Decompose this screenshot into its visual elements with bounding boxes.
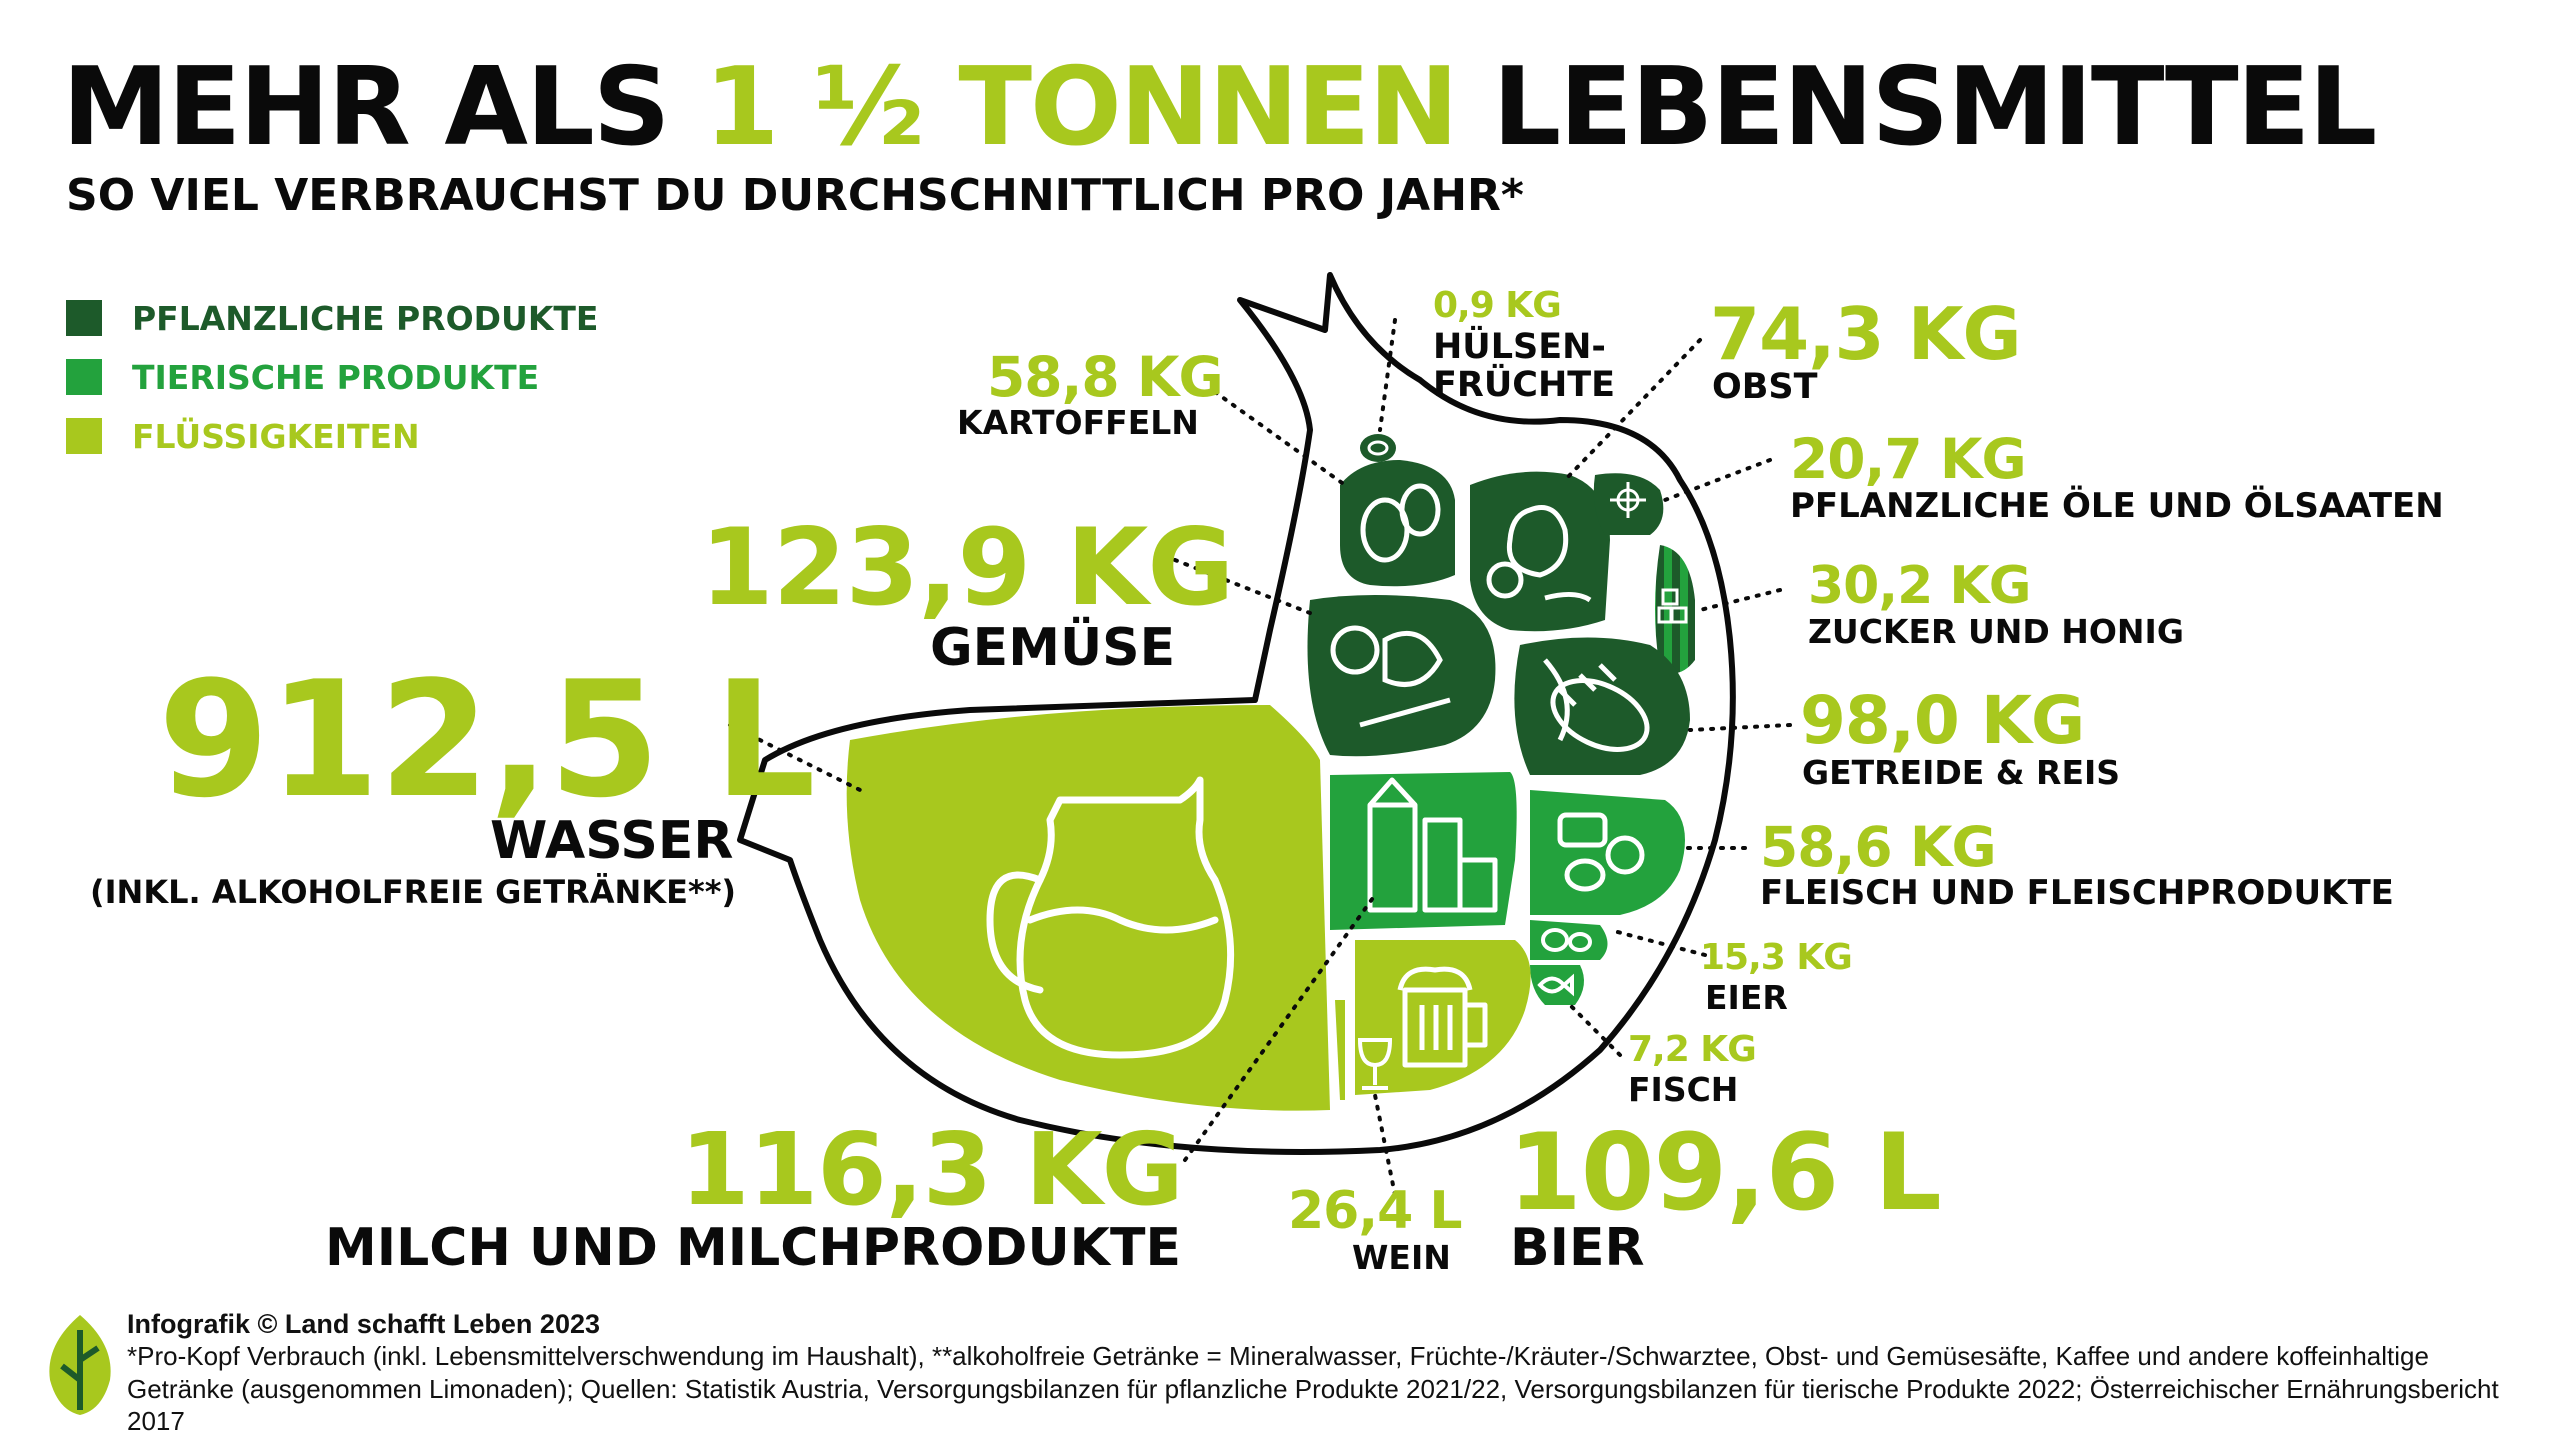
stomach-outline: [737, 272, 1736, 1155]
connector-gemuese: [1173, 558, 1317, 617]
fisch-value: 7,2 KG: [1628, 1029, 1757, 1070]
zucker-value: 30,2 KG: [1808, 556, 2031, 616]
fisch-label: FISCH: [1628, 1070, 1739, 1109]
gemuese-label: GEMÜSE: [930, 618, 1176, 678]
oele-label: PFLANZLICHE ÖLE UND ÖLSAATEN: [1790, 486, 2444, 526]
footer-credit: Infografik © Land schafft Leben 2023: [127, 1309, 600, 1339]
obst-value: 74,3 KG: [1710, 292, 2022, 376]
kartoffeln-label: KARTOFFELN: [957, 403, 1199, 442]
milch-value: 116,3 KG: [680, 1111, 1184, 1228]
legume-region: [1360, 434, 1396, 462]
bread-icon: [1543, 658, 1650, 752]
vegetable-icon: [1330, 625, 1451, 728]
wein-value: 26,4 L: [1288, 1181, 1463, 1241]
legume-icon: [1367, 440, 1389, 456]
legend: PFLANZLICHE PRODUKTE TIERISCHE PRODUKTE …: [66, 300, 598, 454]
wasser-value: 912,5 L: [158, 646, 816, 833]
fleisch-value: 58,6 KG: [1760, 815, 1997, 879]
footer-note: *Pro-Kopf Verbrauch (inkl. Lebensmittelv…: [127, 1341, 2499, 1436]
fleisch-label: FLEISCH UND FLEISCHPRODUKTE: [1760, 873, 2394, 913]
eier-label: EIER: [1705, 978, 1788, 1017]
connector-milch: [1183, 893, 1377, 1162]
fish-icon: [1537, 973, 1574, 997]
getreide-label: GETREIDE & REIS: [1802, 753, 2121, 792]
connector-huelsen: [1378, 318, 1397, 432]
wine-region: [1335, 1000, 1345, 1100]
legend-label-plant: PFLANZLICHE PRODUKTE: [132, 298, 599, 338]
legend-item-animal: TIERISCHE PRODUKTE: [66, 359, 598, 395]
connector-wein: [1373, 1093, 1397, 1197]
legend-swatch-liquid: [66, 418, 102, 454]
vegetables-region: [1307, 595, 1496, 757]
zucker-label: ZUCKER UND HONIG: [1808, 612, 2184, 651]
legend-item-liquid: FLÜSSIGKEITEN: [66, 418, 598, 454]
bier-label: BIER: [1510, 1218, 1645, 1278]
wasser-sublabel: (INKL. ALKOHOLFREIE GETRÄNKE**): [90, 873, 737, 911]
kartoffeln-value: 58,8 KG: [987, 345, 1224, 409]
legend-label-animal: TIERISCHE PRODUKTE: [132, 357, 540, 397]
bier-value: 109,6 L: [1508, 1111, 1942, 1234]
oele-value: 20,7 KG: [1790, 427, 2027, 491]
title-highlight: 1 ½ TONNEN: [704, 45, 1459, 170]
connector-fisch: [1568, 1003, 1622, 1057]
brand-leaf-icon: [49, 1315, 111, 1415]
connector-getreide: [1688, 723, 1792, 732]
connector-lines: [728, 318, 1792, 1197]
connector-oele: [1663, 458, 1772, 502]
legend-label-liquid: FLÜSSIGKEITEN: [132, 416, 420, 456]
beer-icon: [1397, 966, 1488, 1068]
wine-icon: [1357, 1038, 1393, 1090]
milk-icon: [1367, 777, 1498, 913]
potato-region: [1340, 460, 1455, 587]
fruit-icon: [1486, 505, 1592, 603]
connector-obst: [1563, 338, 1702, 482]
egg-icon: [1541, 928, 1592, 952]
connector-eier: [1608, 928, 1707, 957]
connector-zucker: [1698, 588, 1782, 612]
title-part1: MEHR ALS: [62, 45, 705, 170]
meat-icon: [1557, 812, 1645, 892]
connector-wasser: [728, 723, 862, 792]
title-part2: LEBENSMITTEL: [1456, 45, 2377, 170]
pitcher-icon: [986, 776, 1235, 1059]
page-title: MEHR ALS 1 ½ TONNEN LEBENSMITTEL: [62, 54, 2377, 162]
huelsen-label-1: HÜLSEN-: [1433, 327, 1606, 367]
huelsen-value: 0,9 KG: [1433, 285, 1562, 326]
legend-item-plant: PFLANZLICHE PRODUKTE: [66, 300, 598, 336]
fruit-region: [1470, 471, 1610, 632]
wasser-label: WASSER: [490, 811, 734, 871]
beer-region: [1355, 940, 1531, 1095]
legend-swatch-animal: [66, 359, 102, 395]
grain-region: [1514, 637, 1690, 775]
gemuese-value: 123,9 KG: [700, 506, 1234, 629]
connector-kartoffeln: [1213, 390, 1347, 487]
oil-seed-icon: [1610, 482, 1646, 518]
legend-swatch-plant: [66, 300, 102, 336]
fish-region: [1530, 965, 1584, 1005]
huelsen-label-2: FRÜCHTE: [1433, 365, 1616, 405]
page-subtitle: SO VIEL VERBRAUCHST DU DURCHSCHNITTLICH …: [66, 170, 1524, 221]
potato-icon: [1360, 483, 1441, 563]
eier-value: 15,3 KG: [1700, 937, 1853, 978]
wein-label: WEIN: [1352, 1238, 1451, 1277]
milch-label: MILCH UND MILCHPRODUKTE: [325, 1218, 1181, 1278]
sugar-cube-icon: [1657, 588, 1688, 624]
obst-label: OBST: [1712, 367, 1818, 407]
getreide-value: 98,0 KG: [1800, 682, 2085, 759]
